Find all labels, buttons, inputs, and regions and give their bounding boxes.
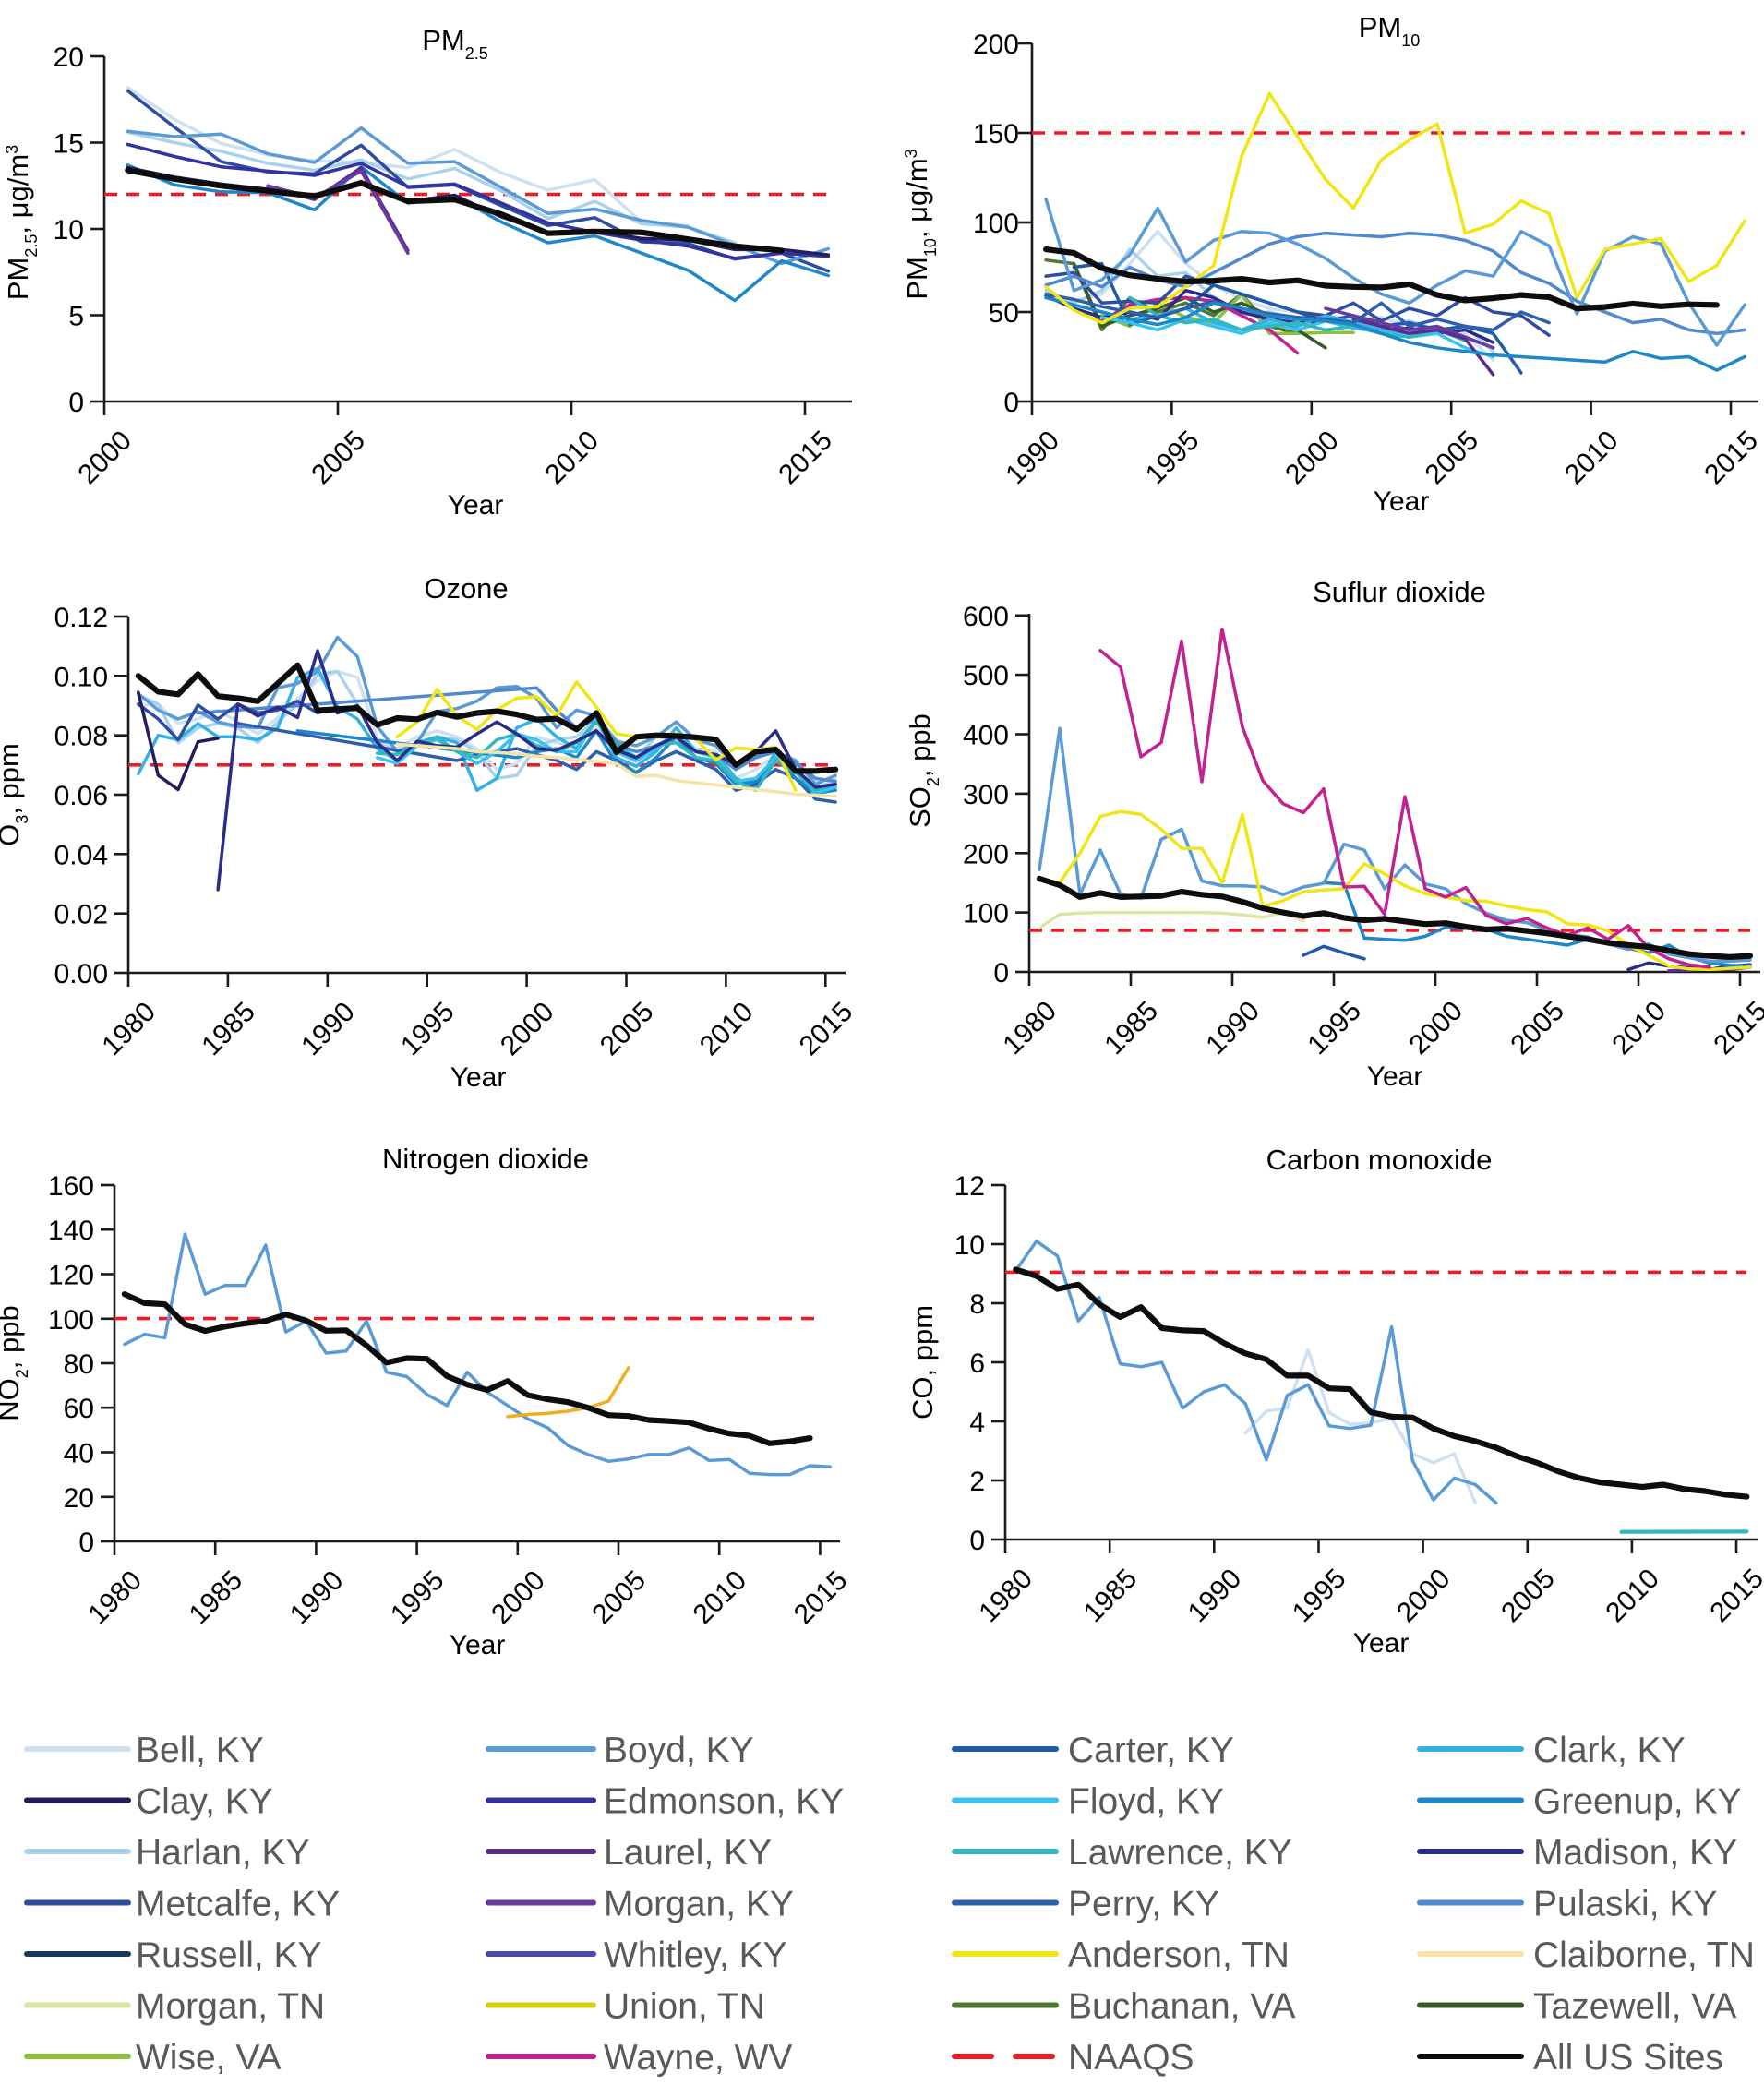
svg-text:Bell, KY: Bell, KY: [136, 1731, 264, 1770]
svg-text:0.08: 0.08: [54, 722, 108, 752]
svg-text:Floyd, KY: Floyd, KY: [1068, 1782, 1224, 1822]
svg-text:100: 100: [48, 1305, 94, 1336]
svg-text:CO, ppm: CO, ppm: [906, 1305, 939, 1420]
svg-text:140: 140: [48, 1216, 94, 1246]
svg-text:0: 0: [969, 1526, 985, 1556]
svg-text:Carbon monoxide: Carbon monoxide: [1266, 1144, 1493, 1176]
svg-text:Harlan, KY: Harlan, KY: [136, 1833, 310, 1873]
svg-text:100: 100: [963, 899, 1009, 929]
svg-text:120: 120: [48, 1261, 94, 1291]
svg-text:200: 200: [973, 30, 1019, 60]
svg-text:Claiborne, TN: Claiborne, TN: [1533, 1935, 1755, 1975]
svg-text:400: 400: [963, 721, 1009, 751]
svg-text:Lawrence, KY: Lawrence, KY: [1068, 1833, 1292, 1873]
svg-text:12: 12: [954, 1171, 985, 1202]
svg-text:0: 0: [993, 958, 1009, 989]
svg-text:100: 100: [973, 209, 1019, 239]
svg-text:60: 60: [64, 1394, 94, 1424]
svg-text:10: 10: [954, 1230, 985, 1261]
svg-text:Year: Year: [450, 1062, 507, 1093]
svg-text:PM10, μg/m3: PM10, μg/m3: [901, 149, 940, 299]
svg-text:Morgan, TN: Morgan, TN: [136, 1987, 325, 2027]
svg-text:Metcalfe, KY: Metcalfe, KY: [136, 1885, 340, 1924]
svg-text:Russell, KY: Russell, KY: [136, 1935, 322, 1975]
svg-text:50: 50: [989, 298, 1019, 329]
svg-text:Suflur dioxide: Suflur dioxide: [1313, 576, 1486, 608]
svg-text:Union, TN: Union, TN: [604, 1987, 765, 2027]
svg-text:Morgan, KY: Morgan, KY: [604, 1885, 794, 1924]
svg-text:0.06: 0.06: [54, 781, 108, 811]
svg-text:5: 5: [68, 302, 84, 332]
svg-text:0.00: 0.00: [54, 959, 108, 989]
svg-text:0.02: 0.02: [54, 900, 108, 930]
svg-text:0.12: 0.12: [54, 603, 108, 633]
svg-text:Boyd, KY: Boyd, KY: [604, 1731, 754, 1770]
svg-text:NO2, ppb: NO2, ppb: [0, 1305, 31, 1420]
svg-text:Madison, KY: Madison, KY: [1533, 1833, 1737, 1873]
svg-text:0.10: 0.10: [54, 662, 108, 692]
svg-text:Carter, KY: Carter, KY: [1068, 1731, 1234, 1770]
svg-text:O3, ppm: O3, ppm: [0, 743, 31, 846]
svg-text:20: 20: [64, 1483, 94, 1514]
svg-text:40: 40: [64, 1439, 94, 1469]
svg-text:Year: Year: [1374, 486, 1430, 517]
svg-text:PM2.5, μg/m3: PM2.5, μg/m3: [2, 145, 41, 300]
svg-text:Nitrogen dioxide: Nitrogen dioxide: [382, 1143, 589, 1175]
svg-text:20: 20: [54, 42, 84, 73]
svg-text:150: 150: [973, 119, 1019, 150]
svg-text:Clark, KY: Clark, KY: [1533, 1731, 1686, 1770]
svg-text:Pulaski, KY: Pulaski, KY: [1533, 1885, 1717, 1924]
svg-text:0: 0: [1003, 388, 1019, 418]
svg-text:Year: Year: [1353, 1628, 1410, 1659]
svg-text:80: 80: [64, 1349, 94, 1380]
svg-text:Edmonson, KY: Edmonson, KY: [604, 1782, 844, 1822]
svg-text:2: 2: [969, 1467, 985, 1497]
svg-text:Laurel, KY: Laurel, KY: [604, 1833, 772, 1873]
svg-text:Year: Year: [448, 490, 504, 521]
svg-text:Tazewell, VA: Tazewell, VA: [1533, 1987, 1736, 2027]
svg-text:Wise, VA: Wise, VA: [136, 2038, 281, 2078]
svg-text:8: 8: [969, 1289, 985, 1320]
svg-text:Buchanan, VA: Buchanan, VA: [1068, 1987, 1295, 2027]
svg-text:6: 6: [969, 1348, 985, 1379]
svg-text:Year: Year: [450, 1630, 506, 1660]
svg-text:0: 0: [68, 388, 84, 418]
svg-text:500: 500: [963, 661, 1009, 691]
svg-text:Greenup, KY: Greenup, KY: [1533, 1782, 1741, 1822]
svg-text:4: 4: [969, 1408, 985, 1438]
svg-text:Ozone: Ozone: [424, 572, 508, 605]
svg-text:300: 300: [963, 780, 1009, 810]
svg-text:All US Sites: All US Sites: [1533, 2038, 1723, 2078]
svg-text:10: 10: [54, 215, 84, 246]
svg-text:Year: Year: [1367, 1061, 1423, 1092]
svg-text:600: 600: [963, 602, 1009, 632]
svg-text:NAAQS: NAAQS: [1068, 2038, 1194, 2078]
svg-text:Whitley, KY: Whitley, KY: [604, 1935, 787, 1975]
svg-text:Clay, KY: Clay, KY: [136, 1782, 273, 1822]
svg-text:Perry, KY: Perry, KY: [1068, 1885, 1219, 1924]
svg-text:0.04: 0.04: [54, 840, 108, 870]
svg-text:Wayne, WV: Wayne, WV: [604, 2038, 792, 2078]
svg-text:200: 200: [963, 839, 1009, 869]
svg-text:15: 15: [54, 129, 84, 160]
svg-text:160: 160: [48, 1171, 94, 1202]
svg-text:Anderson, TN: Anderson, TN: [1068, 1935, 1290, 1975]
svg-text:SO2, ppb: SO2, ppb: [904, 713, 942, 828]
svg-text:0: 0: [78, 1528, 94, 1558]
